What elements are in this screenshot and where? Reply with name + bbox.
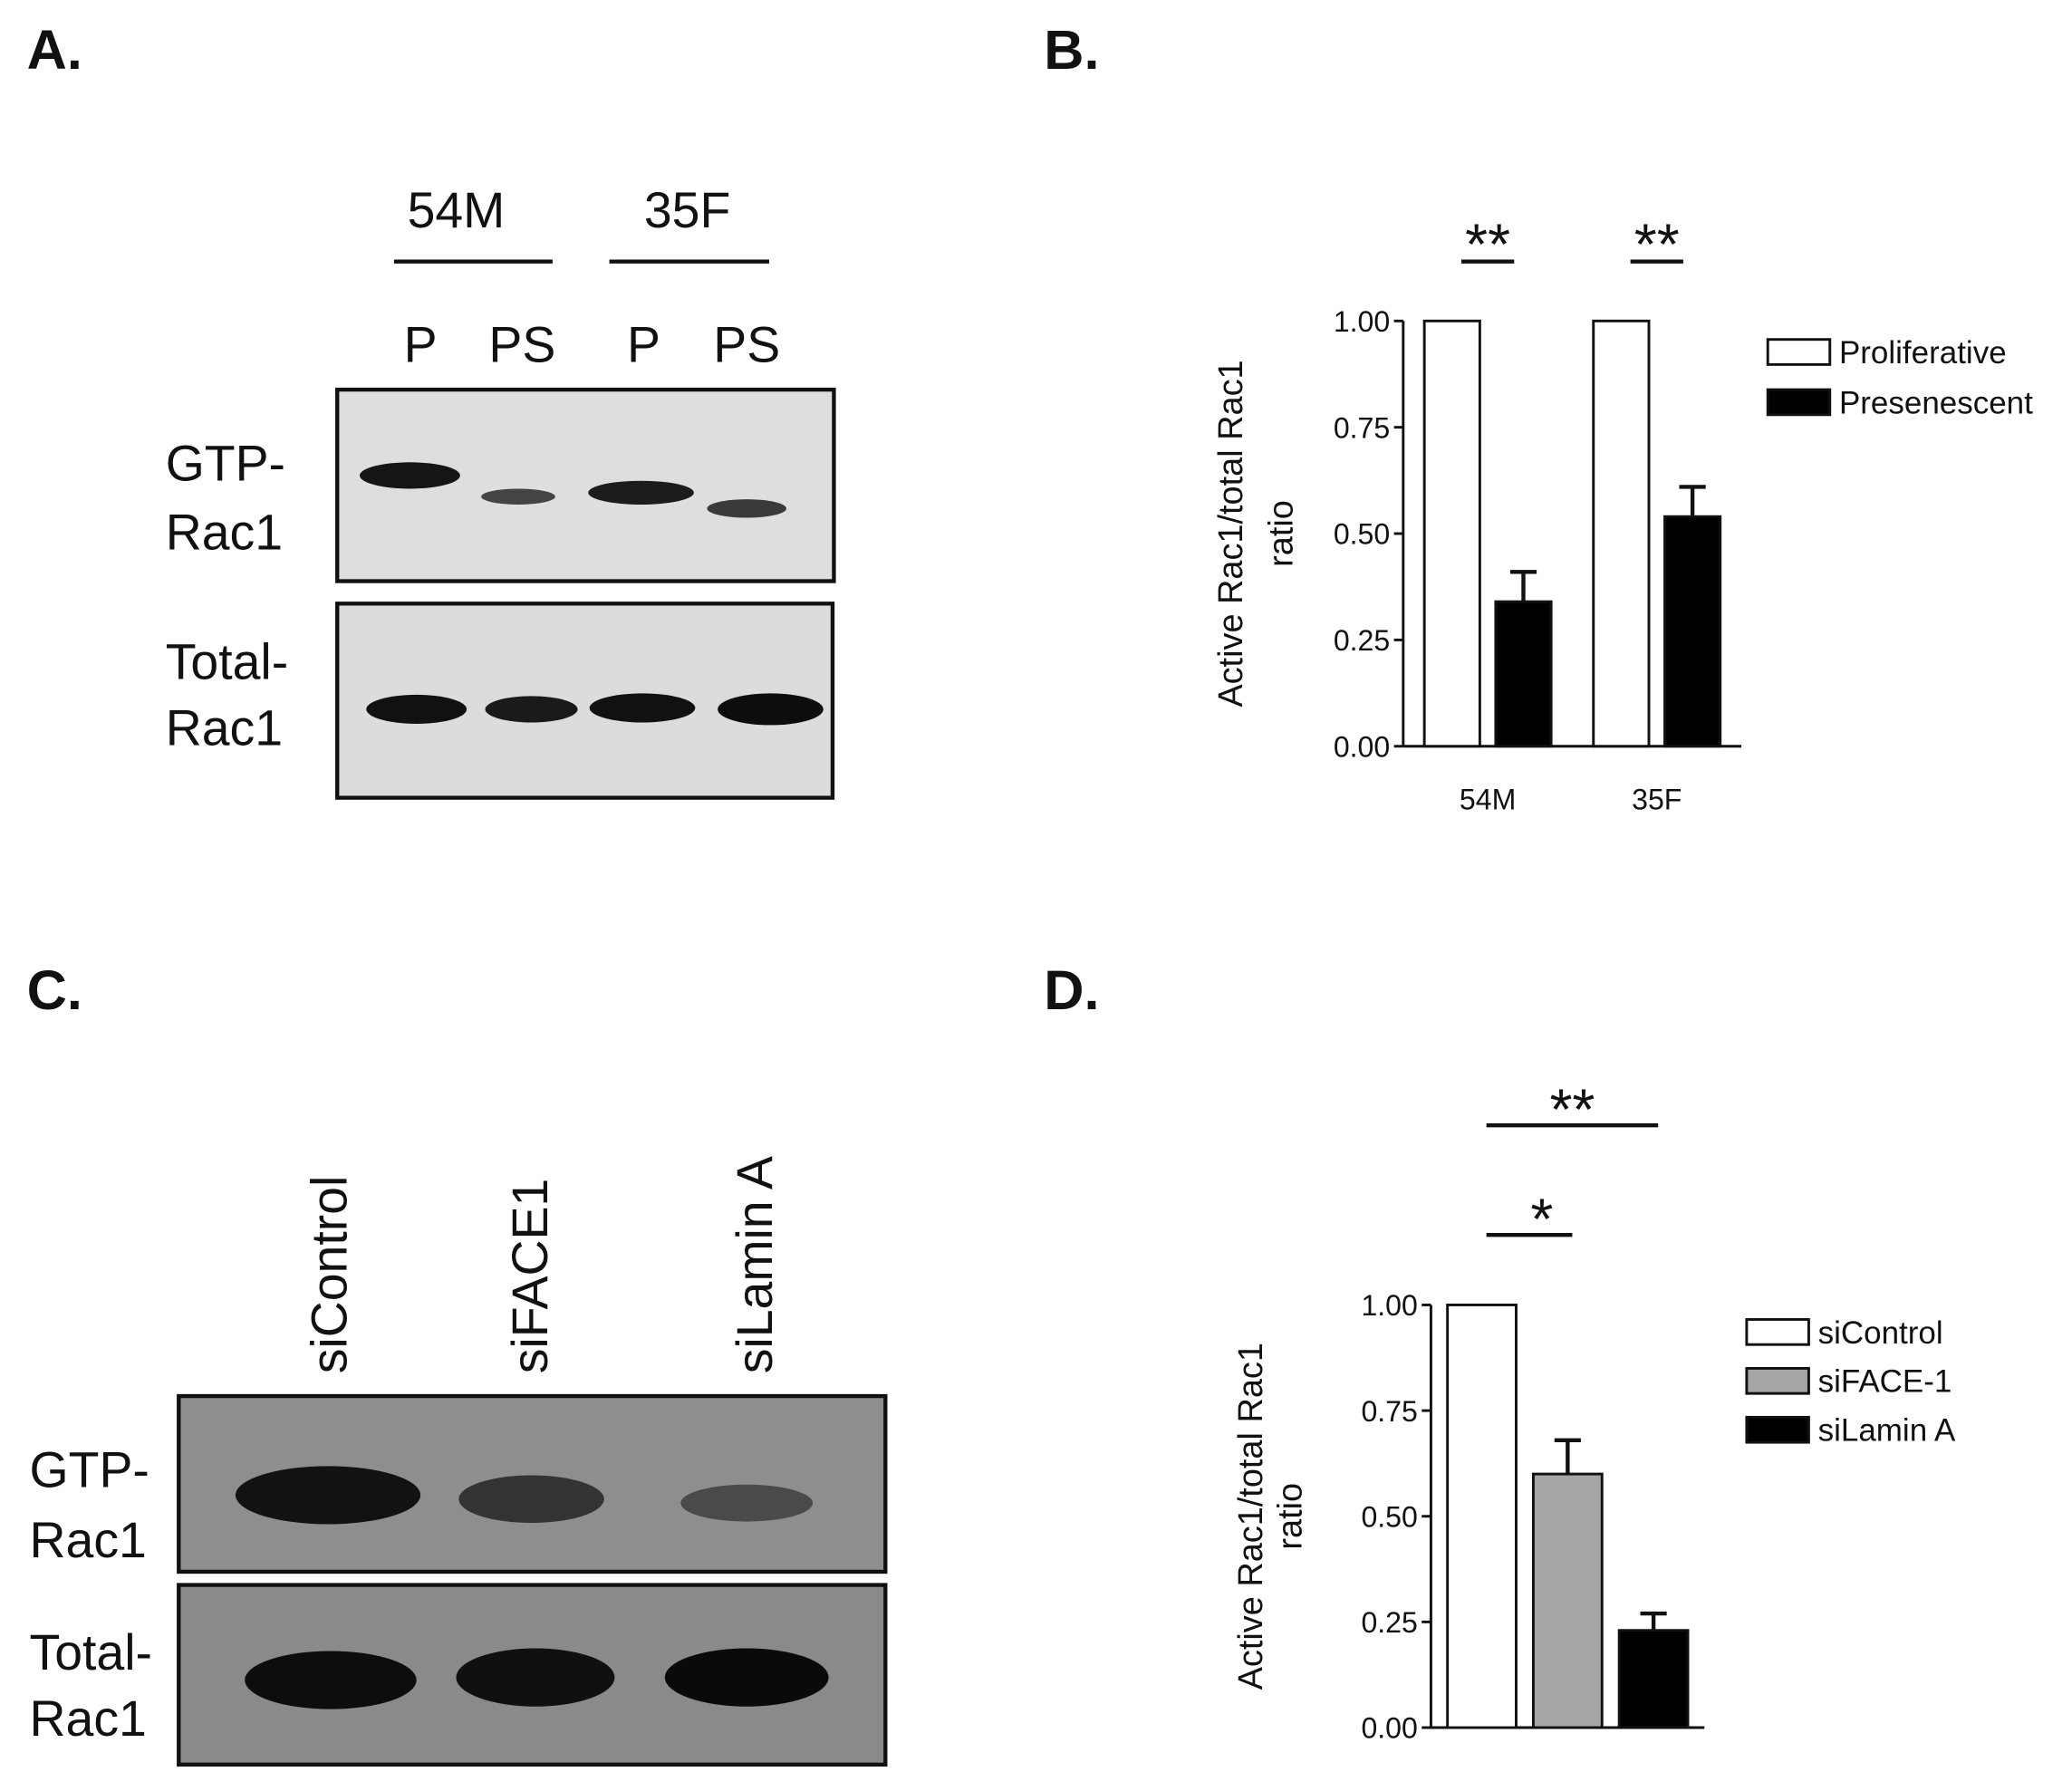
row-label: GTP- bbox=[30, 1442, 149, 1498]
y-tick-label: 0.75 bbox=[1361, 1395, 1417, 1428]
significance-label: ** bbox=[1634, 212, 1680, 277]
significance-label: * bbox=[1530, 1187, 1553, 1252]
y-tick-label: 0.50 bbox=[1334, 518, 1390, 551]
y-axis-label: ratio bbox=[1272, 1483, 1310, 1550]
row-label: Rac1 bbox=[166, 505, 283, 561]
y-tick-label: 0.75 bbox=[1334, 411, 1390, 444]
legend-swatch bbox=[1766, 338, 1832, 366]
panel-label: A. bbox=[27, 19, 82, 81]
row-label: Total- bbox=[30, 1624, 152, 1680]
bar bbox=[1531, 1472, 1604, 1729]
significance-label: ** bbox=[1549, 1077, 1595, 1142]
group-label: 35F bbox=[644, 182, 730, 238]
bar bbox=[1663, 515, 1722, 748]
band bbox=[718, 693, 824, 726]
band bbox=[588, 480, 694, 505]
y-tick-label: 1.00 bbox=[1361, 1289, 1417, 1322]
bar bbox=[1592, 319, 1651, 748]
row-label: GTP- bbox=[166, 436, 285, 492]
y-tick-label: 1.00 bbox=[1334, 305, 1390, 338]
band bbox=[235, 1466, 421, 1525]
legend-swatch bbox=[1745, 1318, 1810, 1346]
lane-label: PS bbox=[713, 316, 780, 372]
y-axis-label: Active Rac1/total Rac1 bbox=[1232, 1343, 1270, 1690]
y-tick-label: 0.25 bbox=[1334, 624, 1390, 657]
panel-label: D. bbox=[1044, 959, 1099, 1021]
band bbox=[458, 1475, 604, 1524]
significance-label: ** bbox=[1465, 212, 1510, 277]
band bbox=[360, 462, 460, 489]
band bbox=[245, 1651, 417, 1709]
band bbox=[366, 694, 467, 724]
y-axis-label: ratio bbox=[1262, 500, 1300, 567]
row-label: Rac1 bbox=[166, 699, 283, 756]
lane-label: PS bbox=[488, 316, 555, 372]
lane-label: siControl bbox=[301, 1176, 357, 1374]
band bbox=[589, 693, 696, 723]
y-tick-label: 0.50 bbox=[1361, 1500, 1417, 1533]
band bbox=[664, 1648, 829, 1707]
row-label: Rac1 bbox=[30, 1690, 147, 1747]
legend-label: Presenescent bbox=[1839, 385, 2033, 420]
y-tick-label: 0.00 bbox=[1361, 1712, 1417, 1745]
band bbox=[481, 488, 555, 505]
lane-label: siFACE1 bbox=[502, 1179, 558, 1373]
legend-swatch bbox=[1745, 1366, 1810, 1395]
panel-label: B. bbox=[1044, 19, 1099, 81]
bar bbox=[1494, 600, 1553, 748]
band bbox=[456, 1648, 615, 1707]
y-tick-label: 0.00 bbox=[1334, 730, 1390, 763]
band bbox=[707, 499, 786, 518]
legend-swatch bbox=[1745, 1415, 1810, 1444]
y-axis-label: Active Rac1/total Rac1 bbox=[1212, 360, 1250, 707]
legend-label: siFACE-1 bbox=[1818, 1364, 1952, 1400]
row-label: Rac1 bbox=[30, 1512, 147, 1568]
y-tick-label: 0.25 bbox=[1361, 1606, 1417, 1639]
legend-label: siLamin A bbox=[1818, 1413, 1956, 1449]
lane-label: P bbox=[627, 316, 660, 372]
lane-label: P bbox=[404, 316, 438, 372]
band bbox=[680, 1484, 814, 1522]
x-tick-label: 54M bbox=[1460, 784, 1516, 816]
bar bbox=[1446, 1304, 1518, 1729]
legend-swatch bbox=[1766, 388, 1832, 417]
bar bbox=[1617, 1629, 1690, 1729]
legend-label: Proliferative bbox=[1839, 335, 2007, 371]
lane-label: siLamin A bbox=[727, 1156, 783, 1373]
bar bbox=[1422, 319, 1481, 748]
row-label: Total- bbox=[166, 633, 288, 689]
legend-label: siControl bbox=[1818, 1315, 1943, 1351]
group-label: 54M bbox=[408, 182, 506, 238]
band bbox=[485, 696, 578, 723]
x-tick-label: 35F bbox=[1632, 784, 1682, 816]
panel-label: C. bbox=[27, 959, 82, 1021]
